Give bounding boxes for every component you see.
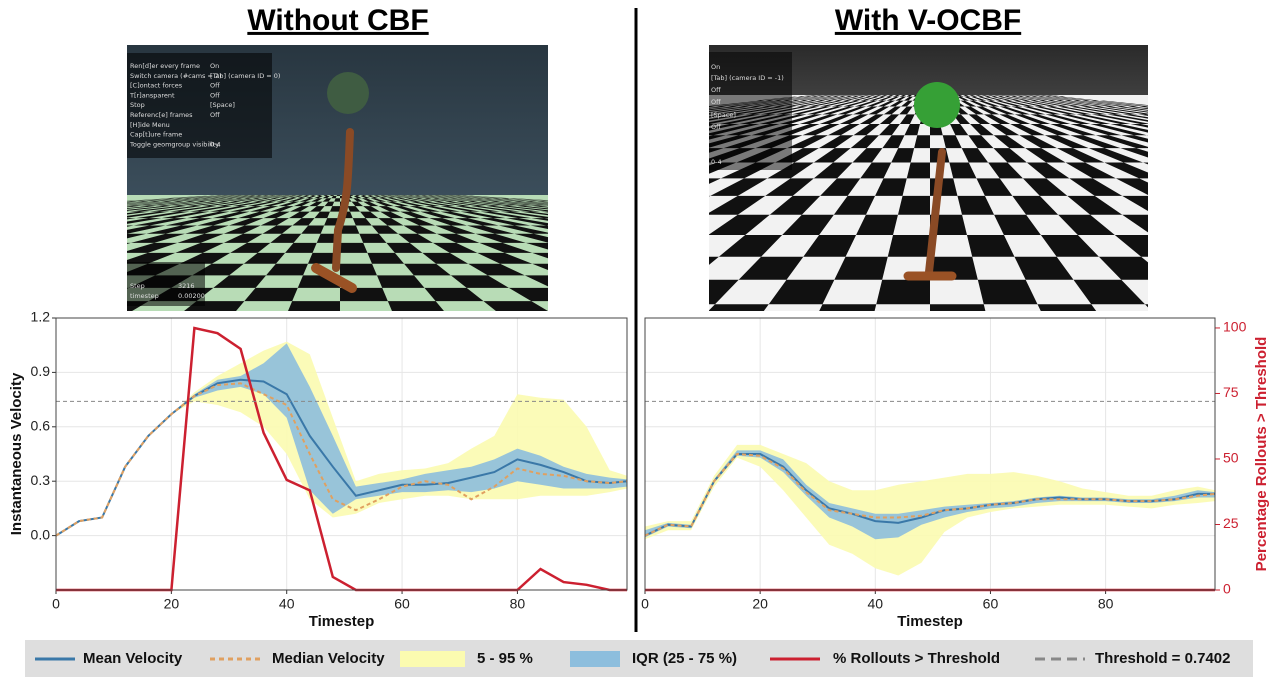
menu-overlay bbox=[127, 53, 272, 158]
status-label: Step bbox=[130, 282, 145, 290]
band bbox=[56, 343, 627, 536]
x-tick-label: 40 bbox=[279, 596, 295, 612]
x-tick-label: 0 bbox=[52, 596, 60, 612]
y2-tick-label: 50 bbox=[1223, 450, 1239, 466]
screenshot: On [Tab] (camera ID = -1) Off Off [Space] Off… bbox=[709, 45, 1148, 311]
menu-value: [Space] bbox=[210, 101, 235, 109]
plot: 0 20 40 60 80 0 25 50 75 100 Timestep Percentage Ro… bbox=[641, 317, 1270, 630]
pole bbox=[332, 128, 354, 272]
x-axis-label: Timestep bbox=[897, 613, 963, 630]
menu-value: [Space] bbox=[711, 111, 736, 119]
menu-value: 0-4 bbox=[210, 140, 221, 148]
x-tick-label: 0 bbox=[641, 596, 649, 612]
legend-label: Threshold = 0.7402 bbox=[1095, 650, 1230, 667]
status-value: 3216 bbox=[178, 282, 195, 290]
y-tick-label: 0.9 bbox=[31, 363, 51, 379]
x-tick-label: 80 bbox=[1098, 596, 1114, 612]
ball bbox=[327, 72, 369, 114]
y-tick-label: 1.2 bbox=[31, 309, 51, 325]
checker bbox=[709, 95, 1148, 311]
y2-tick-label: 25 bbox=[1223, 515, 1239, 531]
y-tick-label: 0.6 bbox=[31, 418, 51, 434]
status-overlay bbox=[127, 262, 205, 306]
menu-label: T[r]ansparent bbox=[129, 91, 175, 99]
menu-label: Switch camera (#cams = 2) bbox=[130, 72, 222, 80]
menu-value: [Tab] (camera ID = -1) bbox=[711, 74, 784, 82]
x-tick-label: 20 bbox=[752, 596, 768, 612]
legend-label: 5 - 95 % bbox=[477, 650, 533, 667]
menu-overlay bbox=[709, 52, 792, 170]
ball bbox=[914, 82, 960, 128]
legend-swatch bbox=[570, 651, 620, 667]
y2-tick-label: 75 bbox=[1223, 384, 1239, 400]
y2-tick-label: 0 bbox=[1223, 581, 1231, 597]
legend: Mean Velocity Median Velocity 5 - 95 % IQR … bbox=[25, 640, 1253, 677]
menu-label: Ren[d]er every frame bbox=[130, 62, 200, 70]
legend-swatch bbox=[400, 651, 465, 667]
x-tick-label: 20 bbox=[164, 596, 180, 612]
x-tick-label: 60 bbox=[394, 596, 410, 612]
screenshot: Ren[d]er every frame On Switch camera (#ca… bbox=[127, 45, 548, 311]
median-line bbox=[55, 382, 628, 537]
x-axis-label: Timestep bbox=[309, 613, 375, 630]
panel-title: With V-OCBF bbox=[835, 4, 1021, 37]
menu-value: On bbox=[210, 62, 219, 70]
menu-value: Off bbox=[711, 98, 721, 106]
y-tick-label: 0.3 bbox=[31, 472, 51, 488]
menu-value: Off bbox=[711, 86, 721, 94]
x-tick-label: 80 bbox=[510, 596, 526, 612]
pole bbox=[925, 148, 946, 276]
x-tick-label: 40 bbox=[868, 596, 884, 612]
legend-label: Median Velocity bbox=[272, 650, 385, 667]
menu-value: Off bbox=[210, 111, 220, 119]
panel-title: Without CBF bbox=[247, 4, 428, 37]
menu-label: Referenc[e] frames bbox=[130, 111, 193, 119]
menu-label: Stop bbox=[130, 101, 145, 109]
plot-frame bbox=[644, 317, 1216, 591]
menu-value: [Tab] (camera ID = 0) bbox=[210, 72, 280, 80]
menu-value: Off bbox=[210, 82, 220, 90]
x-tick-label: 60 bbox=[983, 596, 999, 612]
median-line bbox=[644, 452, 1216, 537]
menu-label: [C]ontact forces bbox=[130, 82, 183, 90]
menu-value: On bbox=[711, 63, 720, 71]
legend-label: IQR (25 - 75 %) bbox=[632, 650, 737, 667]
menu-value: Off bbox=[711, 123, 721, 131]
menu-value: Off bbox=[210, 91, 220, 99]
status-value: 0.00200 bbox=[178, 292, 205, 300]
menu-label: Cap[t]ure frame bbox=[130, 131, 182, 139]
plot: 0 20 40 60 80 0.0 0.3 0.6 0.9 1.2 Timestep Instanta… bbox=[8, 309, 628, 630]
menu-label: [H]ide Menu bbox=[130, 121, 170, 129]
y2-axis-label: Percentage Rollouts > Threshold bbox=[1253, 337, 1270, 572]
menu-value: 0-4 bbox=[711, 158, 722, 166]
y2-tick-label: 100 bbox=[1223, 319, 1247, 335]
legend-label: Mean Velocity bbox=[83, 650, 183, 667]
legend-label: % Rollouts > Threshold bbox=[833, 650, 1000, 667]
plot-frame bbox=[55, 317, 628, 591]
y-axis-label: Instantaneous Velocity bbox=[8, 372, 25, 535]
status-label: timestep bbox=[130, 292, 159, 300]
foot bbox=[311, 263, 357, 293]
y-tick-label: 0.0 bbox=[31, 526, 51, 542]
menu-label: Toggle geomgroup visibility bbox=[129, 140, 219, 148]
